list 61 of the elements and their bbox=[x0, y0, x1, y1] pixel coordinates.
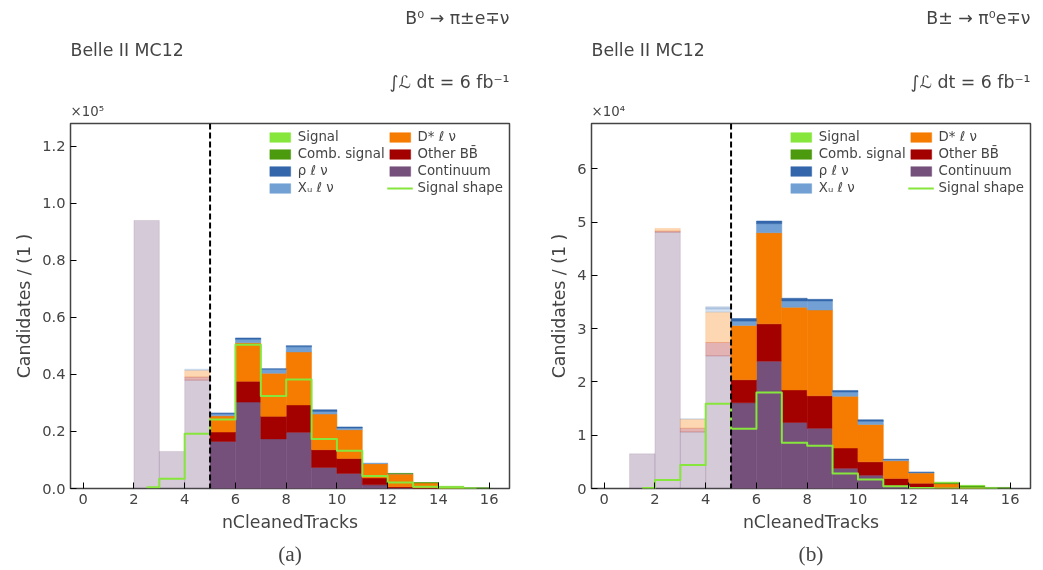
x-tick-label: 2 bbox=[129, 489, 139, 507]
chart-subtitle: B± → π⁰e∓ν bbox=[926, 7, 1031, 28]
x-tick-label: 12 bbox=[899, 489, 919, 507]
x-tick-label: 14 bbox=[950, 489, 969, 507]
y-tick-label: 0.2 bbox=[42, 422, 66, 440]
legend-label: Signal bbox=[297, 129, 339, 144]
x-tick-label: 0 bbox=[78, 489, 88, 507]
x-tick-label: 14 bbox=[429, 489, 448, 507]
x-tick-label: 6 bbox=[751, 489, 762, 507]
legend-label: Xᵤ ℓ ν bbox=[818, 180, 855, 195]
text: (b) bbox=[798, 541, 824, 566]
legend-label: Signal shape bbox=[417, 180, 503, 195]
x-tick-label: 4 bbox=[180, 489, 190, 507]
text: ×10⁴ bbox=[591, 103, 625, 119]
x-tick-label: 16 bbox=[1000, 489, 1020, 507]
chart-title: Belle II MC12 bbox=[70, 39, 184, 60]
text: ∫ℒ dt = 6 fb⁻¹ bbox=[910, 71, 1031, 92]
text: (a) bbox=[278, 541, 302, 566]
legend-label: ρ ℓ ν bbox=[297, 163, 328, 178]
legend-label: Comb. signal bbox=[297, 146, 385, 161]
y-tick-label: 5 bbox=[577, 213, 587, 231]
legend-label: Signal bbox=[818, 129, 860, 144]
x-tick-label: 6 bbox=[230, 489, 241, 507]
y-tick-label: 1 bbox=[577, 426, 587, 444]
y-axis-title: Candidates / (1 ) bbox=[14, 233, 35, 379]
x-axis-title: nCleanedTracks bbox=[742, 511, 880, 532]
x-tick-label: 4 bbox=[701, 489, 711, 507]
y-tick-label: 1.2 bbox=[42, 137, 66, 155]
x-tick-label: 10 bbox=[848, 489, 868, 507]
legend-label: Xᵤ ℓ ν bbox=[297, 180, 334, 195]
y-tick-label: 0.0 bbox=[42, 479, 66, 497]
y-tick-label: 0.8 bbox=[42, 251, 66, 269]
x-axis-title: nCleanedTracks bbox=[221, 511, 359, 532]
legend-label: Comb. signal bbox=[818, 146, 906, 161]
legend-label: D* ℓ ν bbox=[417, 129, 456, 144]
text: ×10⁵ bbox=[70, 103, 104, 119]
y-tick-label: 3 bbox=[577, 319, 587, 337]
y-axis-title: Candidates / (1 ) bbox=[549, 233, 570, 379]
x-tick-label: 16 bbox=[479, 489, 499, 507]
y-tick-label: 0.6 bbox=[42, 308, 66, 326]
legend-label: Continuum bbox=[417, 163, 491, 178]
legend-label: D* ℓ ν bbox=[938, 129, 977, 144]
x-tick-label: 12 bbox=[378, 489, 398, 507]
y-tick-label: 6 bbox=[577, 159, 587, 177]
y-tick-label: 0.4 bbox=[42, 365, 66, 383]
y-tick-label: 2 bbox=[577, 372, 587, 390]
legend-label: Other BB̄ bbox=[417, 146, 478, 161]
legend-label: Continuum bbox=[938, 163, 1012, 178]
legend-label: ρ ℓ ν bbox=[818, 163, 849, 178]
legend-label: Signal shape bbox=[938, 180, 1024, 195]
x-tick-label: 0 bbox=[599, 489, 609, 507]
chart-subtitle: B⁰ → π±e∓ν bbox=[405, 7, 510, 28]
chart-title: Belle II MC12 bbox=[591, 39, 705, 60]
x-tick-label: 8 bbox=[802, 489, 812, 507]
y-tick-label: 1.0 bbox=[42, 194, 66, 212]
x-tick-label: 2 bbox=[650, 489, 660, 507]
legend-label: Other BB̄ bbox=[938, 146, 999, 161]
x-tick-label: 10 bbox=[327, 489, 347, 507]
x-tick-label: 8 bbox=[281, 489, 291, 507]
text: ∫ℒ dt = 6 fb⁻¹ bbox=[389, 71, 510, 92]
y-tick-label: 4 bbox=[577, 266, 587, 284]
